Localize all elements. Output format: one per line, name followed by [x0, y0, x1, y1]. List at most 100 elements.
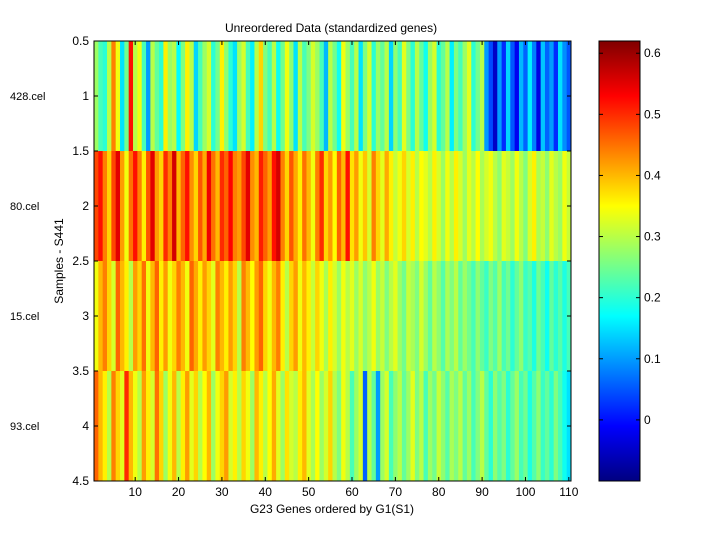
- heatmap-cell: [492, 261, 498, 372]
- heatmap-cell: [531, 151, 537, 262]
- heatmap-cell: [280, 41, 286, 152]
- colorbar-tick-label: 0.5: [644, 107, 661, 121]
- heatmap-cell: [540, 41, 546, 152]
- colorbar-tick-label: 0.2: [644, 291, 661, 305]
- heatmap-cell: [245, 151, 251, 262]
- heatmap-cell: [202, 41, 208, 152]
- heatmap-cell: [176, 151, 182, 262]
- heatmap-cell: [436, 151, 442, 262]
- heatmap-cell: [462, 261, 468, 372]
- heatmap-cell: [263, 41, 268, 152]
- y-tick-label: 4.5: [72, 474, 89, 488]
- heatmap-cell: [237, 261, 242, 372]
- x-tick-label: 90: [475, 485, 489, 499]
- heatmap-cell: [440, 371, 446, 482]
- heatmap-cell: [362, 41, 368, 152]
- heatmap-cell: [232, 151, 238, 262]
- heatmap-cell: [224, 371, 229, 482]
- heatmap-cell: [254, 151, 260, 262]
- heatmap-cell: [414, 261, 420, 372]
- heatmap-cell: [137, 261, 143, 372]
- y-tick-label: 4: [82, 419, 89, 433]
- heatmap-cell: [154, 371, 160, 482]
- colorbar-tick-label: 0.6: [644, 46, 661, 60]
- heatmap-cell: [414, 371, 420, 482]
- heatmap-cell: [336, 41, 342, 152]
- heatmap-cell: [466, 41, 472, 152]
- heatmap-cell: [475, 261, 481, 372]
- heatmap-cell: [232, 261, 238, 372]
- heatmap-cell: [180, 261, 186, 372]
- y-tick-label: 0.5: [72, 34, 89, 48]
- heatmap-cell: [263, 371, 268, 482]
- heatmap-cell: [410, 151, 416, 262]
- heatmap-cell: [219, 261, 225, 372]
- heatmap-cell: [219, 41, 225, 152]
- heatmap-cell: [492, 371, 498, 482]
- heatmap-cell: [553, 41, 559, 152]
- heatmap-cell: [518, 261, 524, 372]
- heatmap-cell: [384, 261, 390, 372]
- heatmap-cell: [445, 151, 450, 262]
- heatmap-cell: [397, 151, 403, 262]
- heatmap-cell: [345, 261, 351, 372]
- heatmap-cell: [172, 151, 177, 262]
- heatmap-cell: [146, 41, 151, 152]
- heatmap-cell: [150, 371, 156, 482]
- heatmap-cell: [562, 151, 568, 262]
- heatmap-cell: [449, 371, 455, 482]
- heatmap-cell: [323, 151, 329, 262]
- heatmap-cell: [211, 41, 216, 152]
- heatmap-cell: [488, 261, 494, 372]
- heatmap-cell: [211, 261, 216, 372]
- y-tick-label: 2: [82, 199, 89, 213]
- heatmap-cell: [297, 261, 303, 372]
- heatmap-cell: [362, 151, 368, 262]
- heatmap-cell: [254, 41, 260, 152]
- heatmap-cell: [531, 41, 537, 152]
- heatmap-cell: [501, 371, 507, 482]
- heatmap-cell: [133, 151, 138, 262]
- heatmap-cell: [427, 261, 433, 372]
- heatmap-cell: [159, 41, 164, 152]
- heatmap-cell: [267, 371, 273, 482]
- heatmap-cell: [514, 371, 520, 482]
- heatmap-cell: [462, 41, 468, 152]
- heatmap-cell: [263, 261, 268, 372]
- heatmap-cell: [540, 261, 546, 372]
- heatmap-cell: [319, 371, 325, 482]
- row-label: 93.cel: [10, 421, 39, 433]
- y-tick-label: 1: [82, 89, 89, 103]
- colorbar-tick-label: 0.1: [644, 352, 661, 366]
- heatmap-cell: [124, 261, 130, 372]
- heatmap-cell: [137, 151, 143, 262]
- heatmap-cell: [527, 371, 533, 482]
- heatmap-cell: [354, 371, 359, 482]
- heatmap-cell: [315, 261, 320, 372]
- heatmap-cell: [141, 41, 147, 152]
- heatmap-cell: [306, 371, 312, 482]
- heatmap-cell: [536, 41, 541, 152]
- heatmap-cell: [375, 371, 381, 482]
- heatmap-cell: [475, 151, 481, 262]
- heatmap-cell: [332, 371, 338, 482]
- heatmap-cell: [432, 151, 437, 262]
- heatmap-cell: [484, 261, 489, 372]
- heatmap-cell: [297, 41, 303, 152]
- y-tick-label: 2.5: [72, 254, 89, 268]
- heatmap-cell: [397, 261, 403, 372]
- heatmap-cell: [462, 371, 468, 482]
- heatmap-cell: [185, 261, 190, 372]
- heatmap-cell: [557, 151, 563, 262]
- heatmap-cell: [176, 41, 182, 152]
- x-tick-label: 40: [259, 485, 273, 499]
- heatmap-cell: [536, 371, 541, 482]
- heatmap-cell: [302, 371, 307, 482]
- heatmap-cell: [336, 371, 342, 482]
- heatmap-cell: [328, 151, 333, 262]
- heatmap-cell: [232, 371, 238, 482]
- heatmap-cell: [111, 151, 117, 262]
- heatmap-cell: [345, 41, 351, 152]
- heatmap-cell: [501, 151, 507, 262]
- heatmap-cell: [107, 41, 112, 152]
